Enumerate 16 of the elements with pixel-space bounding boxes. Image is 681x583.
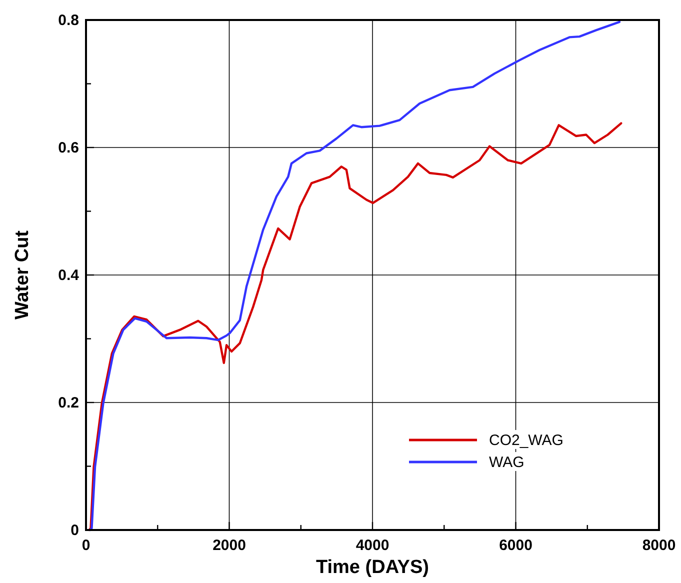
line-series (88, 122, 622, 532)
y-tick-label: 0 (70, 522, 79, 539)
x-tick-label: 2000 (212, 537, 246, 554)
x-tick-label: 0 (82, 537, 90, 554)
y-tick-label: 0.2 (58, 394, 79, 412)
x-tick-label: 4000 (356, 537, 390, 554)
legend-label: CO2_WAG (489, 432, 564, 449)
y-tick-label: 0.6 (58, 140, 79, 156)
x-tick-label: 6000 (499, 537, 532, 554)
y-tick-label: 0.4 (58, 267, 80, 284)
x-axis-title: Time (DAYS) (316, 557, 429, 578)
y-axis-title: Water Cut (12, 230, 33, 320)
y-tick-label: 0.8 (58, 12, 79, 29)
line-series (88, 20, 621, 532)
x-tick-label: 8000 (642, 537, 676, 554)
legend-label: WAG (489, 454, 524, 471)
